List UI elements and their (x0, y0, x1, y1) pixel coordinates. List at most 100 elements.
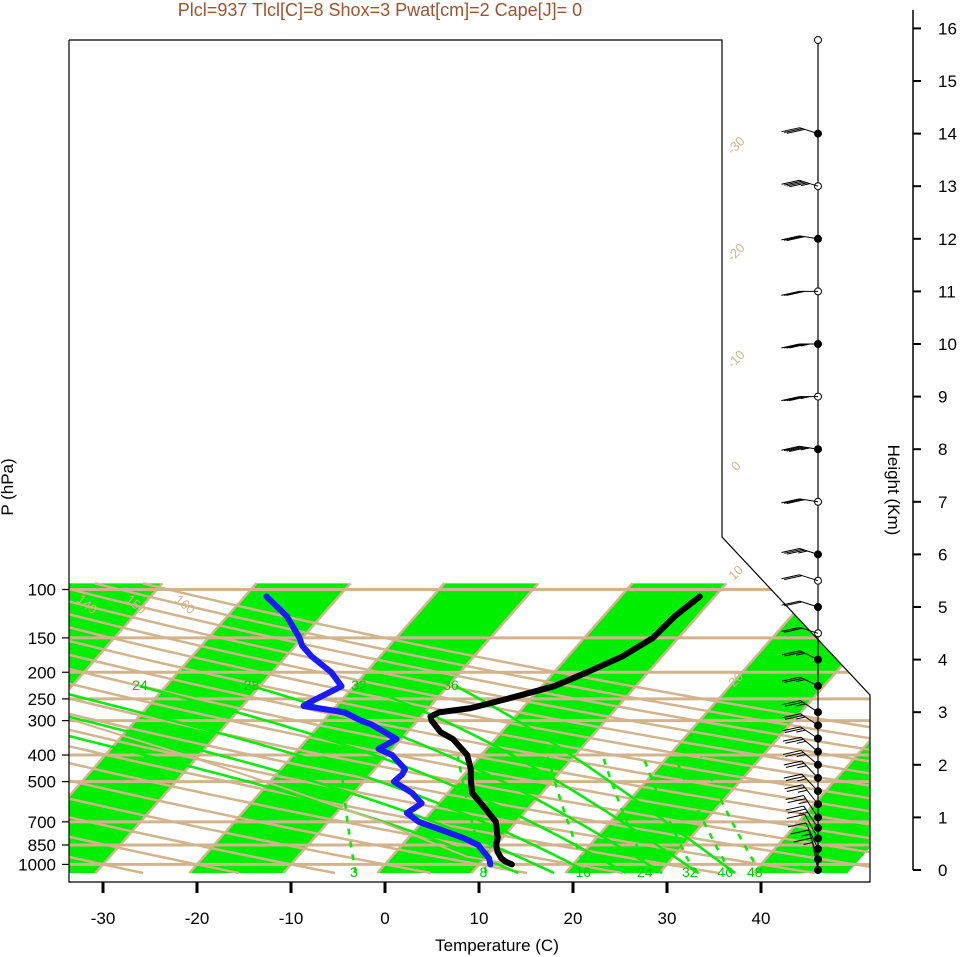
dry-adiabat-0 (69, 582, 432, 875)
mixing-ratio-label: 40 (718, 864, 734, 880)
wind-barb-half-flag (798, 550, 808, 554)
temperature-tick-label: 30 (658, 909, 677, 928)
wind-barb-flag (786, 549, 805, 555)
wind-barb-flag (781, 290, 800, 296)
pressure-axis-label: P (hPa) (0, 458, 17, 515)
wind-barb-flag (786, 290, 805, 296)
mixing-ratio-label: 48 (747, 864, 763, 880)
wind-barb-flag (784, 701, 803, 707)
wind-barb-half-flag (796, 740, 806, 744)
wind-barb-flag (783, 760, 802, 766)
wind-barb-flag (783, 773, 802, 779)
height-tick-label: 8 (938, 440, 947, 459)
green-grid-labels: 24 28 32 36 3 8 16 24 32 40 48 (132, 677, 763, 880)
wind-barb-flag (785, 751, 804, 757)
moist-adiabat-24 (139, 685, 627, 875)
moist-adiabat-label: 32 (351, 677, 367, 693)
wind-barb-flag (784, 180, 803, 186)
wind-barb-staff (799, 548, 819, 555)
wind-barb-staff (800, 736, 819, 753)
wind-barb-flag (782, 700, 801, 706)
height-tick-label: 7 (938, 493, 947, 512)
height-tick-label: 14 (938, 125, 957, 144)
pressure-tick-label: 150 (28, 629, 56, 648)
wind-barb-half-flag (798, 801, 808, 805)
height-tick-label: 6 (938, 545, 947, 564)
mixing-ratio-24 (601, 756, 651, 874)
wind-barb-flag (784, 677, 803, 683)
wind-barb-staff (799, 626, 819, 634)
height-tick-label: 9 (938, 388, 947, 407)
wind-barb-flag (781, 179, 800, 185)
wind-barb-flag (786, 446, 805, 452)
height-tick-label: 0 (938, 861, 947, 880)
plot-area (69, 582, 870, 875)
wind-barb-flag (781, 343, 800, 349)
wind-barb-staff (799, 235, 819, 240)
dry-adiabat-140 (69, 582, 870, 875)
wind-barb-half-flag (797, 778, 807, 782)
wind-barb-flag (782, 749, 802, 755)
height-tick-label: 16 (938, 19, 957, 38)
isotherm--50 (69, 582, 164, 874)
wind-barb-flag (784, 575, 803, 581)
dry-adiabat-70 (69, 582, 870, 875)
height-tick-label: 15 (938, 72, 957, 91)
temperature-tick-label: -20 (185, 909, 210, 928)
wind-barb-half-flag (798, 811, 808, 815)
isotherm--30 (94, 582, 352, 874)
dry-adiabat-40 (69, 582, 816, 875)
height-tick-label: 3 (938, 703, 947, 722)
wind-barb-staff (799, 650, 819, 661)
pressure-tick-label: 300 (28, 712, 56, 731)
wind-barb-flag (784, 601, 803, 607)
wind-barb-flag (782, 726, 801, 732)
mixing-ratio-40 (673, 756, 732, 874)
wind-barb-flag (789, 182, 808, 188)
height-tick-label: 5 (938, 598, 947, 617)
parcel-trace (69, 685, 513, 866)
wind-barb-flag (781, 600, 800, 606)
chart-title: Plcl=937 Tlcl[C]=8 Shox=3 Pwat[cm]=2 Cap… (178, 0, 582, 20)
height-tick-label: 4 (938, 651, 947, 670)
wind-barb-flag (787, 808, 806, 814)
wind-barb-flag (783, 290, 803, 296)
mixing-ratio-label: 24 (637, 864, 653, 880)
wind-barb-flag (790, 829, 809, 835)
wind-barb-staff (799, 600, 819, 608)
isotherm-band (753, 583, 870, 873)
mixing-ratio-label: 16 (575, 864, 591, 880)
wind-barb-half-flag (800, 396, 810, 400)
wind-barb-flag (786, 128, 805, 134)
wind-barb-flag (784, 548, 803, 554)
wind-barb-flag (784, 651, 803, 657)
wind-barb-flag (781, 127, 800, 133)
moist-adiabat-label: 28 (244, 677, 260, 693)
wind-barb-flag (784, 627, 803, 633)
isotherm-band (377, 583, 727, 873)
wind-barb-flag (783, 446, 803, 452)
dry-adiabat-120 (69, 582, 870, 875)
wind-barb-flag (785, 805, 804, 811)
temperature-tick-label: 10 (470, 909, 489, 928)
wind-barb-flag (785, 775, 805, 781)
wind-barb-half-flag (800, 447, 810, 451)
wind-barb-half-flag (796, 716, 806, 720)
moist-adiabat-36 (455, 685, 736, 875)
wind-barb-half-flag (800, 343, 810, 347)
pressure-tick-label: 400 (28, 746, 56, 765)
temperature-line (427, 593, 703, 868)
wind-barb-flag (787, 798, 806, 804)
wind-barb-flag (781, 445, 800, 451)
height-axis-label: Height (Km) (884, 445, 903, 536)
pressure-tick-label: 100 (28, 581, 56, 600)
wind-barb-staff (801, 773, 819, 792)
wind-barb-staff (805, 822, 819, 850)
wind-barb-flag (789, 343, 808, 349)
dry-adiabat--20 (69, 582, 240, 875)
wind-barb-staff (799, 574, 819, 582)
dry-adiabat-150 (94, 582, 870, 875)
dry-adiabat--10 (69, 582, 336, 875)
wind-barb-flag (784, 714, 803, 720)
